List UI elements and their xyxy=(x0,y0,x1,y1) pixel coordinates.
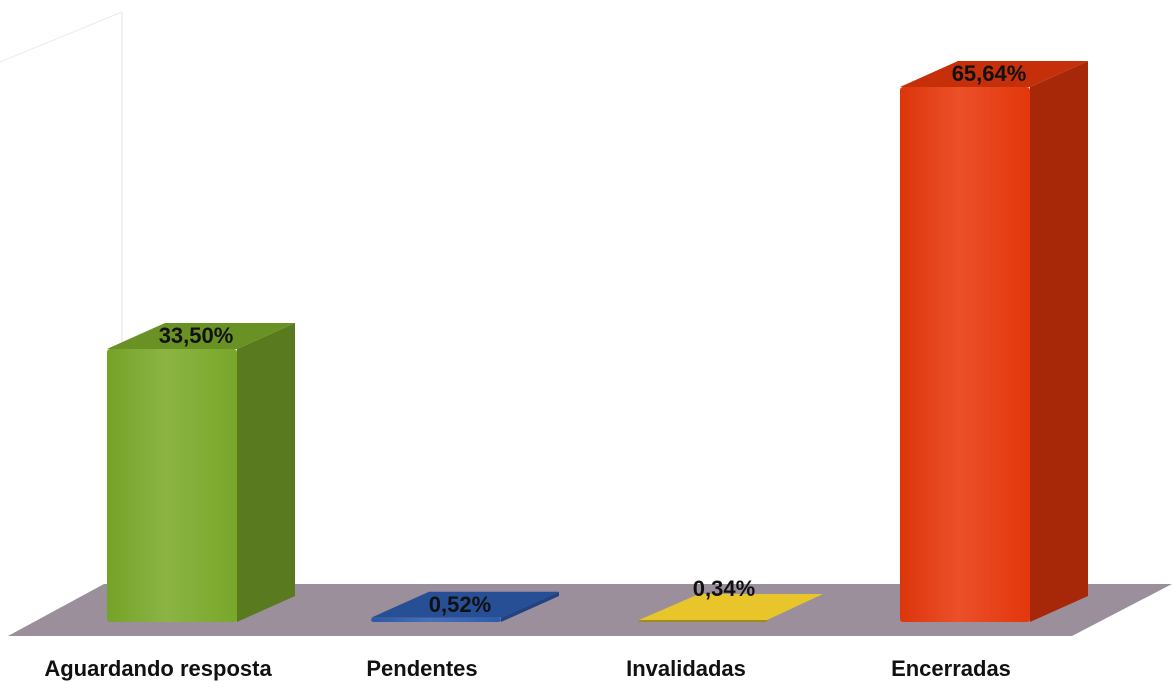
category-labels-group: Aguardando resposta Pendentes Invalidadas E… xyxy=(44,656,1011,681)
bar-top-face xyxy=(371,591,559,618)
category-label-1: Aguardando resposta xyxy=(44,656,272,681)
bar-3 xyxy=(639,594,823,622)
data-label-1: 33,50% xyxy=(159,323,234,348)
bar-side-face xyxy=(501,591,559,622)
bars-group xyxy=(107,61,1088,622)
bar-2 xyxy=(371,591,559,622)
data-label-2: 0,52% xyxy=(429,592,491,617)
bar-front-face xyxy=(107,348,237,622)
category-label-3: Invalidadas xyxy=(626,656,746,681)
bar-4 xyxy=(900,61,1088,622)
floor-plane xyxy=(8,584,1172,636)
category-label-4: Encerradas xyxy=(891,656,1011,681)
bar-side-face xyxy=(1030,61,1088,622)
bar-front-face xyxy=(900,87,1030,622)
bar-front-face xyxy=(371,617,501,622)
back-wall xyxy=(0,11,123,598)
value-labels-group: 33,50% 0,52% 0,34% 65,64% xyxy=(159,61,1027,617)
bar-1 xyxy=(107,322,295,622)
bar-side-face xyxy=(237,322,295,622)
chart-floor xyxy=(8,584,1172,636)
bar-top-face xyxy=(107,322,295,349)
bar-flat-slab xyxy=(639,594,823,620)
wall-top-line xyxy=(0,11,123,63)
data-label-3: 0,34% xyxy=(693,576,755,601)
data-label-4: 65,64% xyxy=(952,61,1027,86)
bar-top-face xyxy=(900,61,1088,87)
category-label-2: Pendentes xyxy=(366,656,477,681)
